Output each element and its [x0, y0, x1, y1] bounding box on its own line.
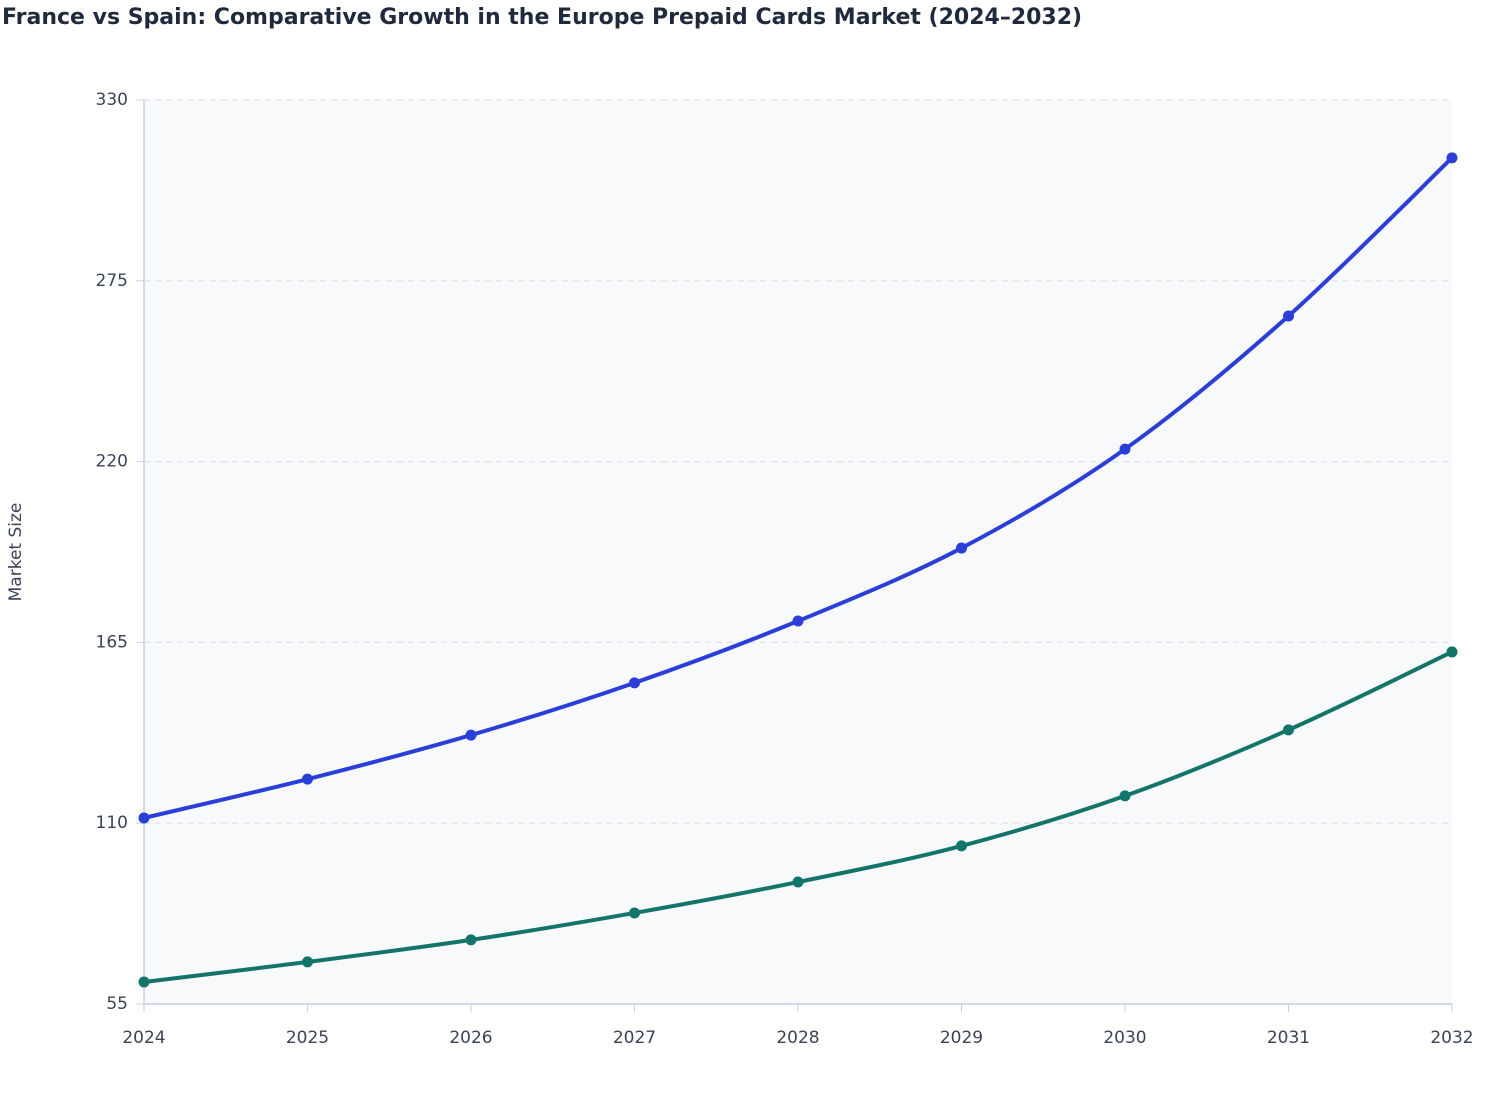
y-tick-label: 110 — [96, 813, 128, 833]
data-point — [792, 615, 804, 627]
x-tick-label: 2029 — [940, 1028, 983, 1048]
plot-area — [144, 100, 1452, 1004]
x-tick-label: 2032 — [1430, 1028, 1473, 1048]
x-tick-label: 2027 — [613, 1028, 656, 1048]
y-tick-label: 220 — [96, 452, 128, 472]
y-axis-label: Market Size — [6, 503, 26, 602]
data-point — [1119, 790, 1131, 802]
data-point — [629, 677, 640, 689]
y-tick-label: 55 — [106, 994, 128, 1014]
y-tick-label: 165 — [96, 632, 128, 652]
data-point — [302, 956, 313, 968]
data-point — [1283, 310, 1294, 322]
data-point — [956, 840, 967, 852]
x-tick-label: 2026 — [449, 1028, 492, 1048]
x-tick-label: 2031 — [1267, 1028, 1310, 1048]
data-point — [1446, 152, 1458, 164]
data-point — [1283, 724, 1294, 736]
series-line — [143, 650, 1453, 984]
data-point — [465, 729, 477, 741]
y-tick-label: 275 — [96, 271, 128, 291]
x-tick-label: 2028 — [776, 1028, 819, 1048]
data-point — [956, 542, 967, 554]
chart-title: France vs Spain: Comparative Growth in t… — [2, 5, 1082, 30]
x-tick-label: 2025 — [286, 1028, 329, 1048]
x-tick-label: 2030 — [1103, 1028, 1146, 1048]
data-point — [1119, 443, 1131, 455]
series-line — [143, 156, 1454, 820]
data-point — [302, 773, 313, 785]
data-point — [629, 907, 640, 919]
x-tick-label: 2024 — [122, 1028, 165, 1048]
data-point — [138, 976, 150, 988]
data-point — [138, 812, 150, 824]
data-point — [1446, 646, 1458, 658]
y-tick-label: 330 — [96, 90, 128, 110]
data-point — [792, 876, 804, 888]
data-point — [465, 934, 477, 946]
